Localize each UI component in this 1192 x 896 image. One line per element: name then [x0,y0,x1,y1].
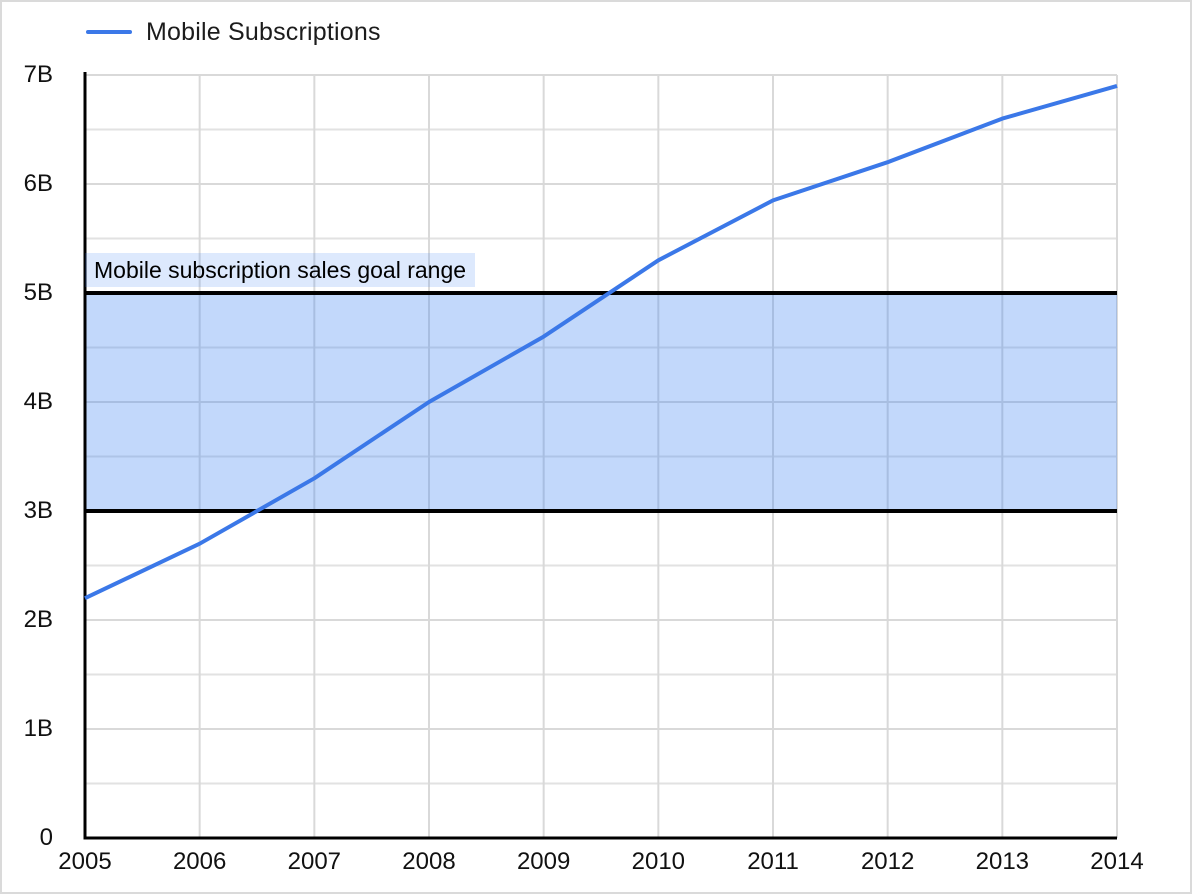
legend[interactable]: Mobile Subscriptions [86,17,381,47]
legend-label: Mobile Subscriptions [146,17,381,46]
goal-range-band [85,293,1117,511]
goal-range-label: Mobile subscription sales goal range [85,253,476,287]
legend-line-swatch [86,30,132,34]
series-line [84,83,1118,601]
